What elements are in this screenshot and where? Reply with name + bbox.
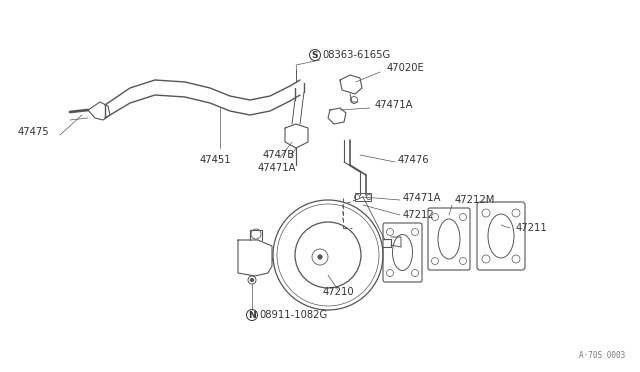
Text: 47212M: 47212M xyxy=(455,195,495,205)
Text: 47210: 47210 xyxy=(323,287,355,297)
Bar xyxy=(355,193,371,201)
Circle shape xyxy=(250,279,253,282)
Text: A·70S 0003: A·70S 0003 xyxy=(579,351,625,360)
Text: 47475: 47475 xyxy=(18,127,50,137)
Text: S: S xyxy=(312,51,318,60)
Text: 47211: 47211 xyxy=(516,223,548,233)
Text: 47471A: 47471A xyxy=(375,100,413,110)
Text: 47020E: 47020E xyxy=(387,63,425,73)
Text: 47476: 47476 xyxy=(398,155,429,165)
Text: 47471A: 47471A xyxy=(403,193,442,203)
Text: 47451: 47451 xyxy=(200,155,232,165)
Text: 47212: 47212 xyxy=(403,210,435,220)
Text: N: N xyxy=(248,311,256,320)
Text: 08911-1082G: 08911-1082G xyxy=(259,310,328,320)
Text: 08363-6165G: 08363-6165G xyxy=(323,50,391,60)
Circle shape xyxy=(318,255,322,259)
Text: 4747B: 4747B xyxy=(263,150,295,160)
Text: 47471A: 47471A xyxy=(258,163,296,173)
